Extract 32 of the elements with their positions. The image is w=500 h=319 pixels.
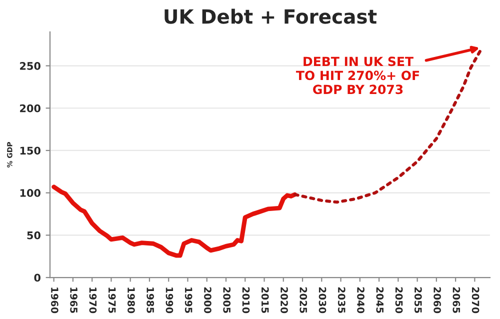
x-tick-label: 2050 [395,287,403,314]
y-tick-label: 50 [27,231,40,240]
x-tick-label: 2040 [357,287,364,314]
chart-title: UK Debt + Forecast [164,8,377,24]
y-tick-label: 100 [20,189,40,197]
y-tick-label: 200 [20,104,40,112]
y-tick-label: 150 [20,146,40,155]
x-tick-label: 1960 [51,288,58,314]
x-tick-label: 1970 [89,288,97,314]
x-tick-label: 1995 [184,288,192,313]
annotation: DEBT IN UK SET TO HIT 270%+ OF GDP BY 2073 [296,56,419,94]
line-series [52,184,298,258]
y-tick-label: 250 [20,62,40,70]
x-tick-label: 2055 [414,287,422,313]
x-tick-label: 1985 [146,288,154,313]
x-tick-label: 2010 [242,287,250,314]
x-tick-label: 2030 [318,287,326,314]
x-tick-label: 2020 [280,287,288,314]
x-tick-label: 2065 [452,287,460,313]
x-tick-label: 2035 [338,287,346,313]
x-tick-label: 2015 [261,287,269,313]
x-tick-label: 1980 [128,288,135,314]
x-tick-label: 1990 [166,288,174,314]
y-tick-label: 0 [34,274,40,282]
x-tick-label: 1965 [70,288,78,313]
x-tick-label: 2000 [204,287,212,314]
x-tick-label: 2005 [223,287,231,313]
x-tick-label: 2060 [434,287,441,314]
x-tick-label: 1975 [108,288,116,313]
x-tick-label: 2045 [376,287,384,313]
x-tick-label: 2070 [472,287,480,314]
x-tick-label: 2025 [300,287,308,313]
